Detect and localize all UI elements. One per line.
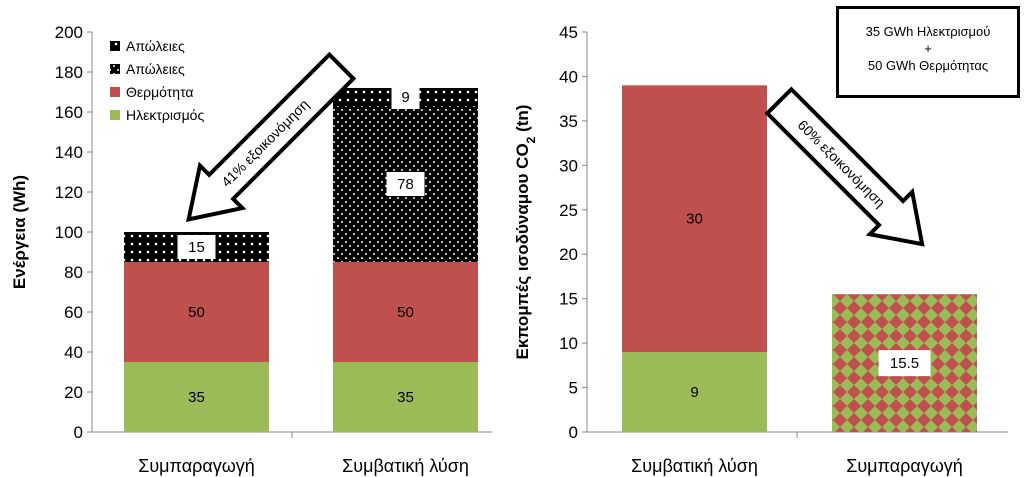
y-tick-label: 25 (559, 201, 578, 220)
y-tick-label: 60 (64, 303, 83, 322)
arrow-annotation: 60% εξοικονόμηση (764, 86, 925, 247)
bar-segment (124, 362, 269, 432)
y-tick-label: 120 (55, 183, 83, 202)
bar-segment (622, 85, 767, 352)
y-tick-label: 180 (55, 63, 83, 82)
bar-segment (333, 362, 478, 432)
data-label-box (386, 172, 425, 196)
legend-label: Απώλειες (126, 61, 185, 77)
data-label: 15.5 (890, 355, 919, 372)
y-tick-label: 160 (55, 103, 83, 122)
energy-chart: 0 20 40 60 80 100 120 140 160 180 200 Ενέργεια (Wh)… (10, 23, 492, 476)
data-label-box (391, 85, 420, 109)
y-tick-label: 20 (64, 383, 83, 402)
y-tick-label: 20 (559, 245, 578, 264)
y-tick-label: 5 (569, 379, 578, 398)
y-tick-label: 45 (559, 23, 578, 42)
arrow-shape (186, 51, 357, 222)
data-label: 78 (397, 176, 414, 193)
x-tick-label: Συμπαραγωγή (138, 456, 255, 476)
x-tick-label: Συμπαραγωγή (846, 456, 963, 476)
y-tick-label: 80 (64, 263, 83, 282)
data-label: 35 (188, 389, 205, 406)
legend-label: Ηλεκτρισμός (126, 107, 204, 123)
y-axis-title: Εκπομπές ισοδύναμου CO2 (tn) (513, 105, 538, 360)
y-tick-label: 15 (559, 290, 578, 309)
y-tick-label: 0 (74, 423, 83, 442)
note-box: 35 GWh Ηλεκτρισμού + 50 GWh Θερμότητας (836, 6, 1020, 98)
data-label-box (177, 235, 216, 259)
y-tick-label: 40 (64, 343, 83, 362)
legend-swatch (110, 41, 120, 51)
legend-swatch (110, 87, 120, 97)
bar-segment (124, 262, 269, 362)
x-tick-label: Συμβατική λύση (342, 456, 469, 476)
x-tick-label: Συμβατική λύση (631, 456, 758, 476)
data-label-box (878, 350, 931, 377)
note-line-1: 35 GWh Ηλεκτρισμού (865, 24, 991, 39)
arrow-label: 41% εξοικονόμηση (218, 96, 312, 190)
y-tick-label: 40 (559, 67, 578, 86)
bar-segment (333, 262, 478, 362)
data-label: 9 (690, 384, 698, 401)
data-label: 35 (397, 389, 414, 406)
legend-label: Θερμότητα (126, 84, 194, 100)
legend-swatch (110, 110, 120, 120)
y-axis-title: Ενέργεια (Wh) (10, 175, 29, 289)
y-tick-label: 200 (55, 23, 83, 42)
y-tick-label: 35 (559, 112, 578, 131)
y-tick-label: 30 (559, 156, 578, 175)
arrow-shape (764, 86, 925, 247)
data-label: 50 (397, 304, 414, 321)
legend-swatch (110, 64, 120, 74)
note-line-2: + (924, 41, 932, 56)
y-tick-label: 0 (569, 423, 578, 442)
bar-segment (622, 352, 767, 432)
arrow-label: 60% εξοικονόμηση (795, 117, 889, 211)
y-tick-label: 140 (55, 143, 83, 162)
legend-label: Απώλειες (126, 38, 185, 54)
data-label: 15 (188, 239, 205, 256)
y-tick-label: 10 (559, 334, 578, 353)
data-label: 9 (401, 89, 409, 106)
data-label: 30 (686, 211, 703, 228)
y-tick-label: 100 (55, 223, 83, 242)
note-line-3: 50 GWh Θερμότητας (867, 58, 989, 73)
data-label: 50 (188, 304, 205, 321)
